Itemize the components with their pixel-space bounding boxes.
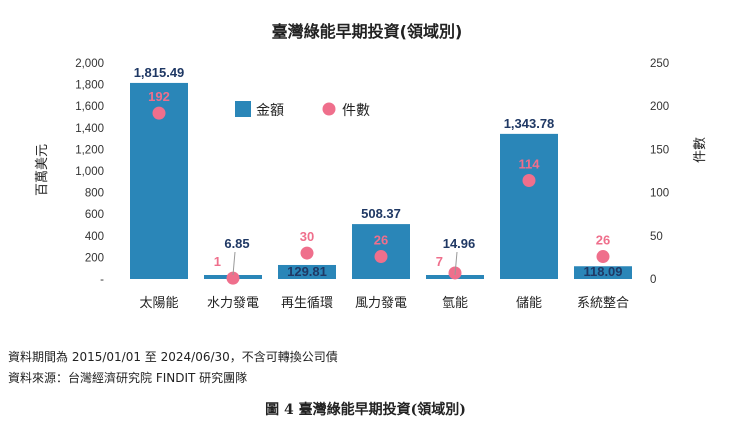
- count-value-label: 30: [300, 229, 314, 244]
- y2-axis-label: 件數: [693, 137, 708, 163]
- count-value-label: 1: [214, 254, 221, 269]
- legend-dot-label: 件數: [342, 103, 370, 119]
- category-label: 儲能: [516, 296, 542, 311]
- count-value-label: 114: [519, 157, 541, 172]
- category-label: 水力發電: [207, 296, 259, 311]
- bar-value-label: 129.81: [287, 264, 327, 279]
- y-tick-label: 1,800: [75, 80, 104, 92]
- chart-title: 臺灣綠能早期投資(領域別): [272, 22, 463, 41]
- y-tick-label: 1,200: [75, 144, 104, 156]
- bar-value-label: 14.96: [443, 236, 476, 251]
- count-dot: [374, 250, 388, 264]
- figure-caption: 圖 4 臺灣綠能早期投資(領域別): [265, 402, 466, 418]
- y-tick-label: 600: [85, 209, 104, 221]
- y2-tick-label: 200: [650, 101, 669, 113]
- count-value-label: 7: [436, 254, 443, 269]
- legend-dot-swatch: [322, 102, 336, 116]
- leader-line: [454, 251, 458, 276]
- chart: 臺灣綠能早期投資(領域別) - 200 400 600 800 1,000 1,200 1,4…: [35, 22, 708, 311]
- count-value-label: 26: [374, 233, 388, 248]
- y-tick-label: 2,000: [75, 58, 104, 70]
- y-tick-label: 1,400: [75, 123, 104, 135]
- y2-tick-label: 0: [650, 274, 656, 286]
- y-tick-label: -: [100, 274, 104, 286]
- category-label: 氫能: [442, 296, 468, 311]
- bar-value-label: 1,815.49: [134, 65, 185, 80]
- count-dot: [152, 106, 166, 120]
- y-tick-label: 1,600: [75, 101, 104, 113]
- count-value-label: 192: [148, 89, 170, 104]
- category-label: 風力發電: [355, 296, 407, 311]
- count-value-label: 26: [596, 233, 610, 248]
- leader-line: [232, 251, 236, 276]
- count-dot: [226, 271, 240, 285]
- y2-tick-label: 100: [650, 188, 669, 200]
- bar: [500, 133, 558, 279]
- count-dot: [300, 246, 314, 260]
- bar: [278, 264, 336, 279]
- category-label: 太陽能: [139, 296, 178, 311]
- y2-tick-label: 250: [650, 58, 669, 70]
- bar-value-label: 6.85: [224, 236, 249, 251]
- y-tick-label: 400: [85, 231, 104, 243]
- bar-value-label: 1,343.78: [504, 116, 555, 131]
- bar: [574, 266, 632, 279]
- y-tick-label: 1,000: [75, 166, 104, 178]
- y-axis-label: 百萬美元: [35, 144, 50, 196]
- y-tick-label: 200: [85, 252, 104, 264]
- legend-bar-label: 金額: [256, 103, 284, 119]
- bar-value-label: 118.09: [583, 264, 622, 279]
- legend: 金額 件數: [235, 101, 370, 119]
- count-dot: [522, 174, 536, 188]
- count-dot: [596, 250, 610, 264]
- category-label: 再生循環: [281, 296, 333, 311]
- y-tick-label: 800: [85, 188, 104, 200]
- bar-value-label: 508.37: [361, 206, 401, 221]
- y2-tick-label: 150: [650, 144, 669, 156]
- category-label: 系統整合: [577, 296, 629, 311]
- footer-note-source: 資料來源：台灣經濟研究院 FINDIT 研究團隊: [8, 371, 248, 385]
- footer-note-period: 資料期間為 2015/01/01 至 2024/06/30，不含可轉換公司債: [8, 350, 338, 364]
- y2-tick-label: 50: [650, 231, 663, 243]
- legend-bar-swatch: [235, 101, 251, 117]
